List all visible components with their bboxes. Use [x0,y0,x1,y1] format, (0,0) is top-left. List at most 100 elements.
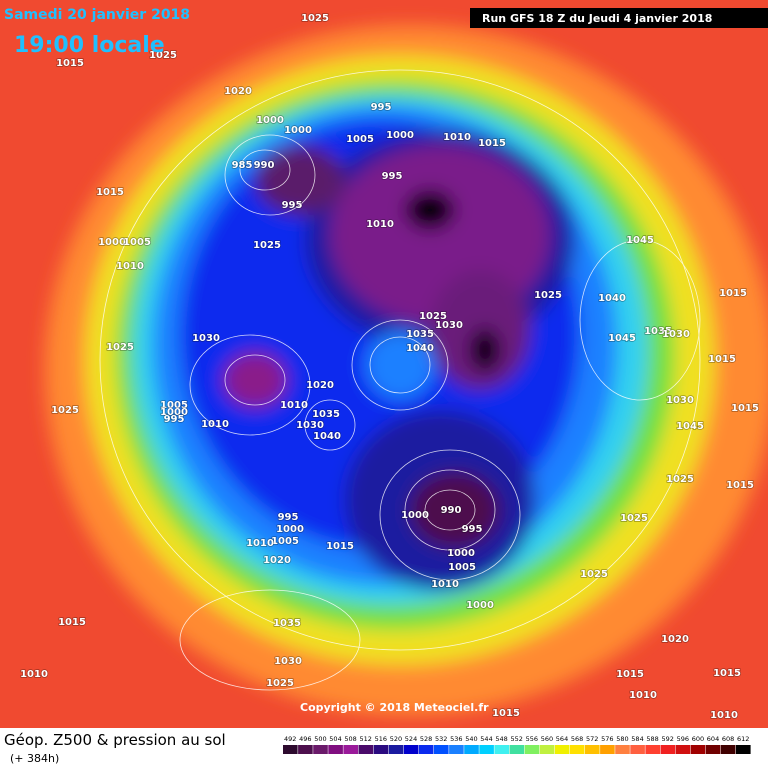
isobar-label: 1015 [713,668,741,679]
copyright: Copyright © 2018 Meteociel.fr [300,701,489,714]
time: 19:00 locale [14,33,165,58]
isobar-label: 1000 [276,524,304,535]
colorbar-swatch [464,745,479,754]
colorbar-swatch [403,745,419,754]
isobar-label: 1040 [598,293,626,304]
isobar-label: 1025 [253,240,281,251]
isobar-label: 1000 [284,125,312,136]
colorbar-label: 524 [405,735,417,743]
colorbar-label: 564 [556,735,568,743]
isobar-label: 1015 [56,58,84,69]
colorbar-label: 536 [450,735,462,743]
colorbar-swatch [690,745,706,754]
isobar-label: 995 [164,414,185,425]
isobars [99,69,701,691]
date: Samedi 20 janvier 2018 [4,7,190,23]
isobar-label: 1000 [386,130,414,141]
colorbar-label: 572 [586,735,598,743]
isobar-label: 1005 [346,134,374,145]
isobar-label: 1025 [419,311,447,322]
isobar-label: 1045 [626,235,654,246]
isobar-label: 1025 [106,342,134,353]
isobar-label: 1035 [644,326,672,337]
colorbar-swatch [449,745,464,754]
isobar-label: 1010 [116,261,144,272]
colorbar-swatch [358,745,374,754]
colorbar-label: 580 [616,735,628,743]
isobar-label: 1005 [160,400,188,411]
isobar-label: 995 [282,200,303,211]
isobar-label: 1020 [661,634,689,645]
isobar-label: 1000 [98,237,126,248]
isobar-label: 1010 [20,669,48,680]
footer-title: Géop. Z500 & pression au sol [4,731,226,749]
colorbar-label: 504 [329,735,341,743]
isobar-label: 1015 [96,187,124,198]
colorbar-swatch [554,745,570,754]
colorbar-swatch [298,745,313,754]
colorbar-label: 508 [344,735,356,743]
colorbar-label: 528 [420,735,432,743]
isobar-label: 1010 [710,710,738,721]
isobar-label: 990 [254,160,275,171]
isobar-label: 1035 [312,409,340,420]
colorbar-swatch [283,745,298,754]
isobar-label: 1015 [58,617,86,628]
colorbar-swatch [705,745,721,754]
isobar-label: 1020 [306,380,334,391]
isobar-label: 1005 [271,536,299,547]
colorbar-swatch [585,745,600,754]
isobar-label: 995 [278,512,299,523]
isobar-label: 1010 [280,400,308,411]
isobar-label: 1015 [326,541,354,552]
colorbar-swatch [539,745,555,754]
isobar-label: 1035 [273,618,301,629]
colorbar-swatch [509,745,525,754]
isobar-label: 995 [382,171,403,182]
isobar-label: 995 [462,524,483,535]
isobar-label: 1025 [51,405,79,416]
isobar-label: 1000 [447,548,475,559]
colorbar-label: 520 [390,735,402,743]
colorbar-label: 556 [526,735,538,743]
isobar-label: 1025 [580,569,608,580]
colorbar-swatch [660,745,676,754]
isobar-label: 1030 [662,329,690,340]
lead-time: (+ 384h) [10,752,59,765]
isobar-label: 1030 [435,320,463,331]
colorbar-swatch [313,745,328,754]
colorbar-swatch [434,745,449,754]
isobar-label: 1015 [616,669,644,680]
isobar-label: 1010 [629,690,657,701]
run-info: Run GFS 18 Z du Jeudi 4 janvier 2018 [482,12,712,25]
isobar-label: 1045 [676,421,704,432]
isobar-label: 1040 [406,343,434,354]
isobar-label: 1030 [666,395,694,406]
isobar-label: 1025 [534,290,562,301]
isobar-label: 1020 [263,555,291,566]
colorbar: 492 496 500 504 508 512 516 520 524 528 532 536 540 5… [283,735,751,754]
isobar-label: 1015 [726,480,754,491]
colorbar-label: 600 [692,735,704,743]
isobar-label: 1015 [731,403,759,414]
colorbar-label: 584 [631,735,643,743]
isobar-label: 1010 [431,579,459,590]
colorbar-swatch [569,745,585,754]
colorbar-label: 544 [480,735,492,743]
isobar-label: 1000 [466,600,494,611]
isobar-label: 1000 [160,407,188,418]
colorbar-swatch [373,745,389,754]
colorbar-label: 560 [541,735,553,743]
colorbar-label: 552 [511,735,523,743]
field [45,25,768,715]
colorbar-label: 516 [375,735,387,743]
colorbar-label: 540 [465,735,477,743]
colorbar-label: 608 [722,735,734,743]
colorbar-label: 592 [662,735,674,743]
colorbar-swatch [524,745,540,754]
isobar-label: 1005 [123,237,151,248]
colorbar-label: 588 [646,735,658,743]
colorbar-swatch [630,745,645,754]
